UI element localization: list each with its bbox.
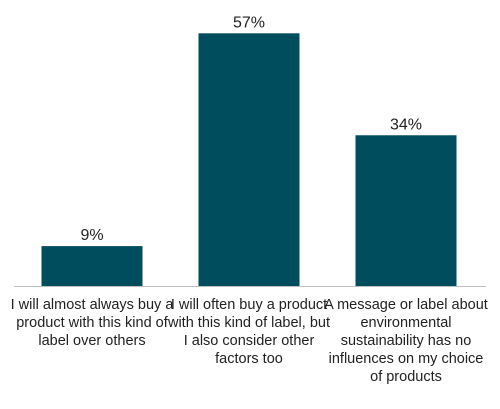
value-label-1: 9% [80,227,103,244]
bar-3 [355,135,457,286]
bar-2 [198,33,300,286]
bar-1 [41,246,143,286]
value-label-2: 57% [233,14,265,31]
category-label-1: I will almost always buy a product with … [10,297,174,349]
bars-group [41,33,457,286]
category-label-2: I will often buy a product with this kin… [167,297,330,367]
value-labels-group: 9% 57% 34% [80,14,422,244]
value-label-3: 34% [390,116,422,133]
category-label-3: A message or label about environmental s… [324,297,488,385]
